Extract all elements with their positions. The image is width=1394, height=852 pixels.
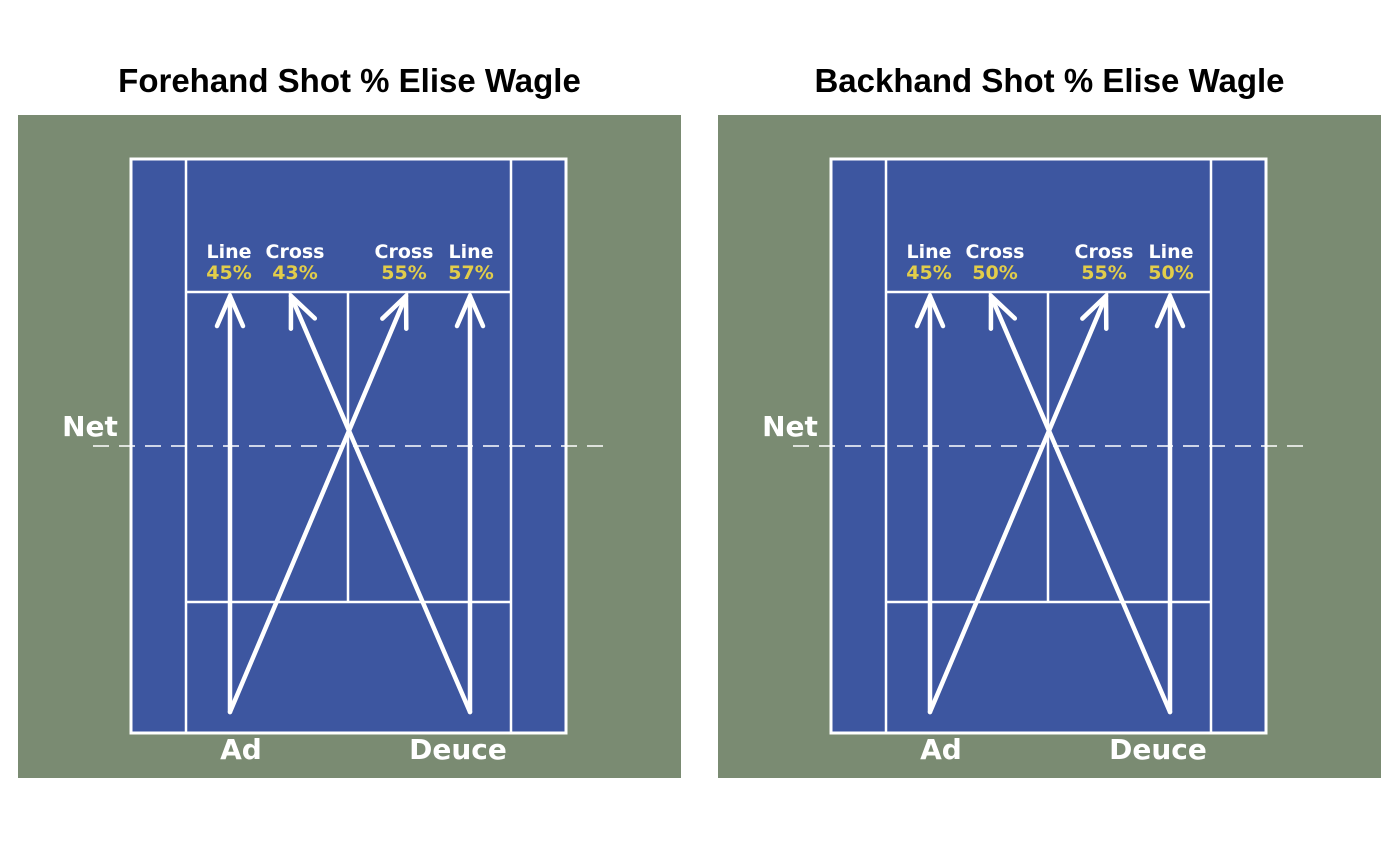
target-percent: 55%	[1081, 262, 1126, 284]
arrow-head-icon	[454, 290, 486, 329]
forehand-panel-title: Forehand Shot % Elise Wagle	[118, 62, 581, 99]
arrow-head-icon	[380, 290, 409, 331]
target-label: Cross	[1075, 241, 1134, 263]
arrow-head-icon	[288, 290, 318, 331]
target-label: Cross	[966, 241, 1025, 263]
net-label: Net	[62, 410, 118, 443]
shot-arrow-shaft	[227, 293, 409, 715]
ad-side-label: Ad	[220, 733, 262, 766]
target-label: Line	[1148, 241, 1193, 263]
shot-arrow-shaft	[288, 293, 473, 715]
arrow-head-icon	[988, 290, 1018, 331]
arrow-head-icon	[214, 290, 246, 329]
arrow-head-icon	[1154, 290, 1186, 329]
ad-side-label: Ad	[920, 733, 962, 766]
backhand-panel-title: Backhand Shot % Elise Wagle	[814, 62, 1285, 99]
target-label: Cross	[266, 241, 325, 263]
target-label: Cross	[375, 241, 434, 263]
target-label: Line	[906, 241, 951, 263]
arrow-head-icon	[914, 290, 946, 329]
target-percent: 57%	[448, 262, 493, 284]
shot-arrow-shaft	[927, 293, 1109, 715]
target-label: Line	[448, 241, 493, 263]
deuce-side-label: Deuce	[1109, 733, 1207, 766]
target-percent: 45%	[206, 262, 251, 284]
shot-arrow-shaft	[988, 293, 1173, 715]
net-label: Net	[762, 410, 818, 443]
target-percent: 43%	[272, 262, 317, 284]
target-percent: 50%	[1148, 262, 1193, 284]
arrow-head-icon	[1080, 290, 1109, 331]
target-percent: 50%	[972, 262, 1017, 284]
deuce-side-label: Deuce	[409, 733, 507, 766]
target-percent: 45%	[906, 262, 951, 284]
target-label: Line	[206, 241, 251, 263]
target-percent: 55%	[381, 262, 426, 284]
